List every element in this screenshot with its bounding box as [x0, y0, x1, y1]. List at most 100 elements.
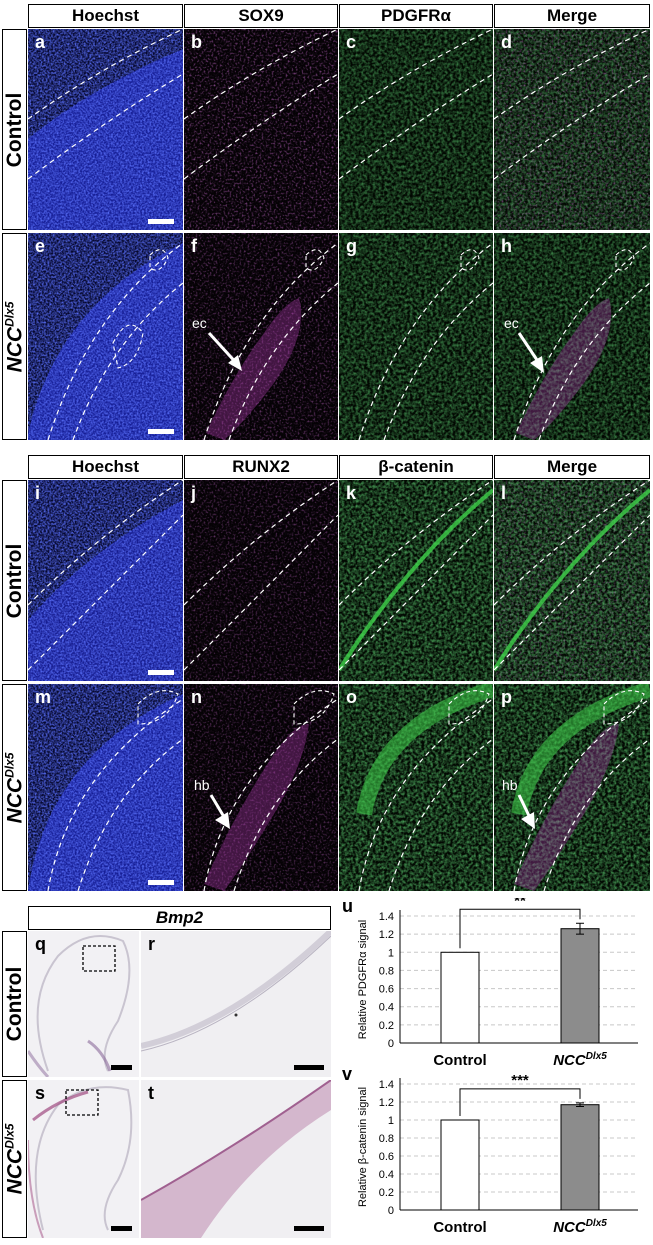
chart-u-svg: 0 0.2 0.4 0.6 0.8 1 1.2 1.4 Relative PDGFRα sign…	[342, 892, 638, 1069]
panel-b-sox9: b	[184, 29, 338, 230]
scale-bar-t	[294, 1226, 324, 1231]
panel-c-pdgfra: c	[339, 29, 493, 230]
y-tick-label: 1.2	[379, 1097, 394, 1109]
panel-letter-m: m	[35, 687, 52, 707]
panel-l-merge: l	[494, 480, 650, 681]
y-tick-label: 1.2	[379, 929, 394, 941]
y-tick-label: 0.2	[379, 1020, 394, 1032]
significance-label: **	[514, 898, 526, 909]
chart-v-svg: 0 0.2 0.4 0.6 0.8 1 1.2 1.4 Relative β-catenin s…	[342, 1064, 638, 1236]
scale-bar-q	[111, 1065, 132, 1070]
chart-u: 0 0.2 0.4 0.6 0.8 1 1.2 1.4 Relative PDGFRα sign…	[338, 892, 650, 1074]
panel-i-hoechst: i	[28, 480, 183, 681]
y-axis-label: Relative β-catenin signal	[357, 1087, 369, 1207]
row-label-control-bottom: Control	[2, 931, 27, 1077]
panel-letter-u: u	[342, 898, 353, 916]
panel-letter-d: d	[501, 32, 512, 52]
panel-letter-h: h	[501, 236, 512, 256]
header-hoechst-top: Hoechst	[28, 4, 183, 28]
panel-p-merge: p hb	[494, 684, 650, 891]
y-tick-label: 1	[388, 947, 394, 959]
significance-bracket	[459, 1088, 581, 1116]
y-tick-label: 0.6	[379, 984, 394, 996]
panel-letter-k: k	[346, 483, 357, 503]
y-tick-label: 0.2	[379, 1187, 394, 1199]
panel-q-bmp2-control: q	[28, 931, 139, 1077]
panel-o-bcatenin: o	[339, 684, 493, 891]
y-tick-label: 1.4	[379, 911, 394, 923]
panel-g-pdgfra: g	[339, 233, 493, 440]
scale-bar-a	[148, 219, 174, 224]
category-label-mutant: NCCDlx5	[553, 1051, 607, 1069]
significance-label: ***	[511, 1072, 529, 1089]
chart-v: 0 0.2 0.4 0.6 0.8 1 1.2 1.4 Relative β-catenin s…	[338, 1064, 650, 1240]
panel-letter-i: i	[35, 483, 41, 503]
panel-e-hoechst: e	[28, 233, 183, 440]
header-hoechst-mid: Hoechst	[28, 455, 183, 479]
panel-letter-v: v	[342, 1066, 352, 1084]
panel-letter-p: p	[501, 687, 512, 707]
row-label-ncc-mid: NCCDlx5	[2, 684, 27, 891]
panel-letter-o: o	[346, 687, 357, 707]
bar-mutant	[560, 928, 600, 1044]
category-label-control: Control	[433, 1219, 486, 1236]
header-runx2: RUNX2	[184, 455, 338, 479]
header-merge-top: Merge	[494, 4, 650, 28]
panel-letter-t: t	[148, 1083, 154, 1103]
panel-letter-c: c	[346, 32, 357, 52]
panel-f-sox9: f ec	[184, 233, 338, 440]
category-label-mutant: NCCDlx5	[553, 1218, 607, 1236]
panel-j-runx2: j	[184, 480, 338, 681]
panel-letter-q: q	[35, 934, 46, 954]
header-pdgfra: PDGFRα	[339, 4, 493, 28]
scale-bar-r	[294, 1065, 324, 1070]
panel-letter-r: r	[148, 934, 156, 954]
bar-control	[440, 951, 480, 1044]
panel-letter-s: s	[35, 1083, 46, 1103]
y-tick-label: 0.4	[379, 1002, 394, 1014]
y-tick-label: 0.8	[379, 1133, 394, 1145]
header-bcatenin: β-catenin	[339, 455, 493, 479]
panel-letter-f: f	[191, 236, 197, 256]
panel-t-bmp2-ncc-zoom: t	[141, 1080, 331, 1238]
panel-n-runx2: n hb	[184, 684, 338, 891]
panel-s-bmp2-ncc: s	[28, 1080, 139, 1238]
row-label-control-top: Control	[2, 29, 27, 230]
y-tick-label: 0	[388, 1205, 394, 1217]
row-label-control-mid: Control	[2, 480, 27, 681]
annotation-ec-f: ec	[192, 315, 207, 331]
header-bmp2: Bmp2	[28, 906, 331, 930]
header-sox9: SOX9	[184, 4, 338, 28]
bar-control	[440, 1119, 480, 1211]
y-axis-label: Relative PDGFRα signal	[357, 920, 369, 1039]
panel-letter-e: e	[35, 236, 46, 256]
annotation-hb-p: hb	[502, 777, 518, 793]
y-tick-label: 0.6	[379, 1151, 394, 1163]
y-tick-label: 0.4	[379, 1169, 394, 1181]
row-label-ncc-top: NCCDlx5	[2, 233, 27, 440]
panel-d-merge: d	[494, 29, 650, 230]
panel-a-hoechst: a	[28, 29, 183, 230]
scale-bar-m	[148, 880, 174, 885]
panel-letter-n: n	[191, 687, 202, 707]
y-tick-label: 1	[388, 1115, 394, 1127]
panel-letter-b: b	[191, 32, 202, 52]
row-label-ncc-bottom: NCCDlx5	[2, 1080, 27, 1238]
panel-letter-j: j	[191, 483, 197, 503]
annotation-hb-n: hb	[194, 777, 210, 793]
scale-bar-i	[148, 670, 174, 675]
scale-bar-e	[148, 429, 174, 434]
panel-letter-l: l	[501, 483, 507, 503]
panel-h-merge: h ec	[494, 233, 650, 440]
y-tick-label: 1.4	[379, 1079, 394, 1091]
panel-m-hoechst: m	[28, 684, 183, 891]
panel-r-bmp2-control-zoom: r	[141, 931, 331, 1077]
y-tick-label: 0.8	[379, 965, 394, 977]
bar-mutant	[560, 1104, 600, 1211]
panel-k-bcatenin: k	[339, 480, 493, 681]
annotation-ec-h: ec	[504, 315, 519, 331]
header-merge-mid: Merge	[494, 455, 650, 479]
y-tick-label: 0	[388, 1038, 394, 1050]
panel-letter-g: g	[346, 236, 357, 256]
significance-bracket	[459, 908, 581, 949]
